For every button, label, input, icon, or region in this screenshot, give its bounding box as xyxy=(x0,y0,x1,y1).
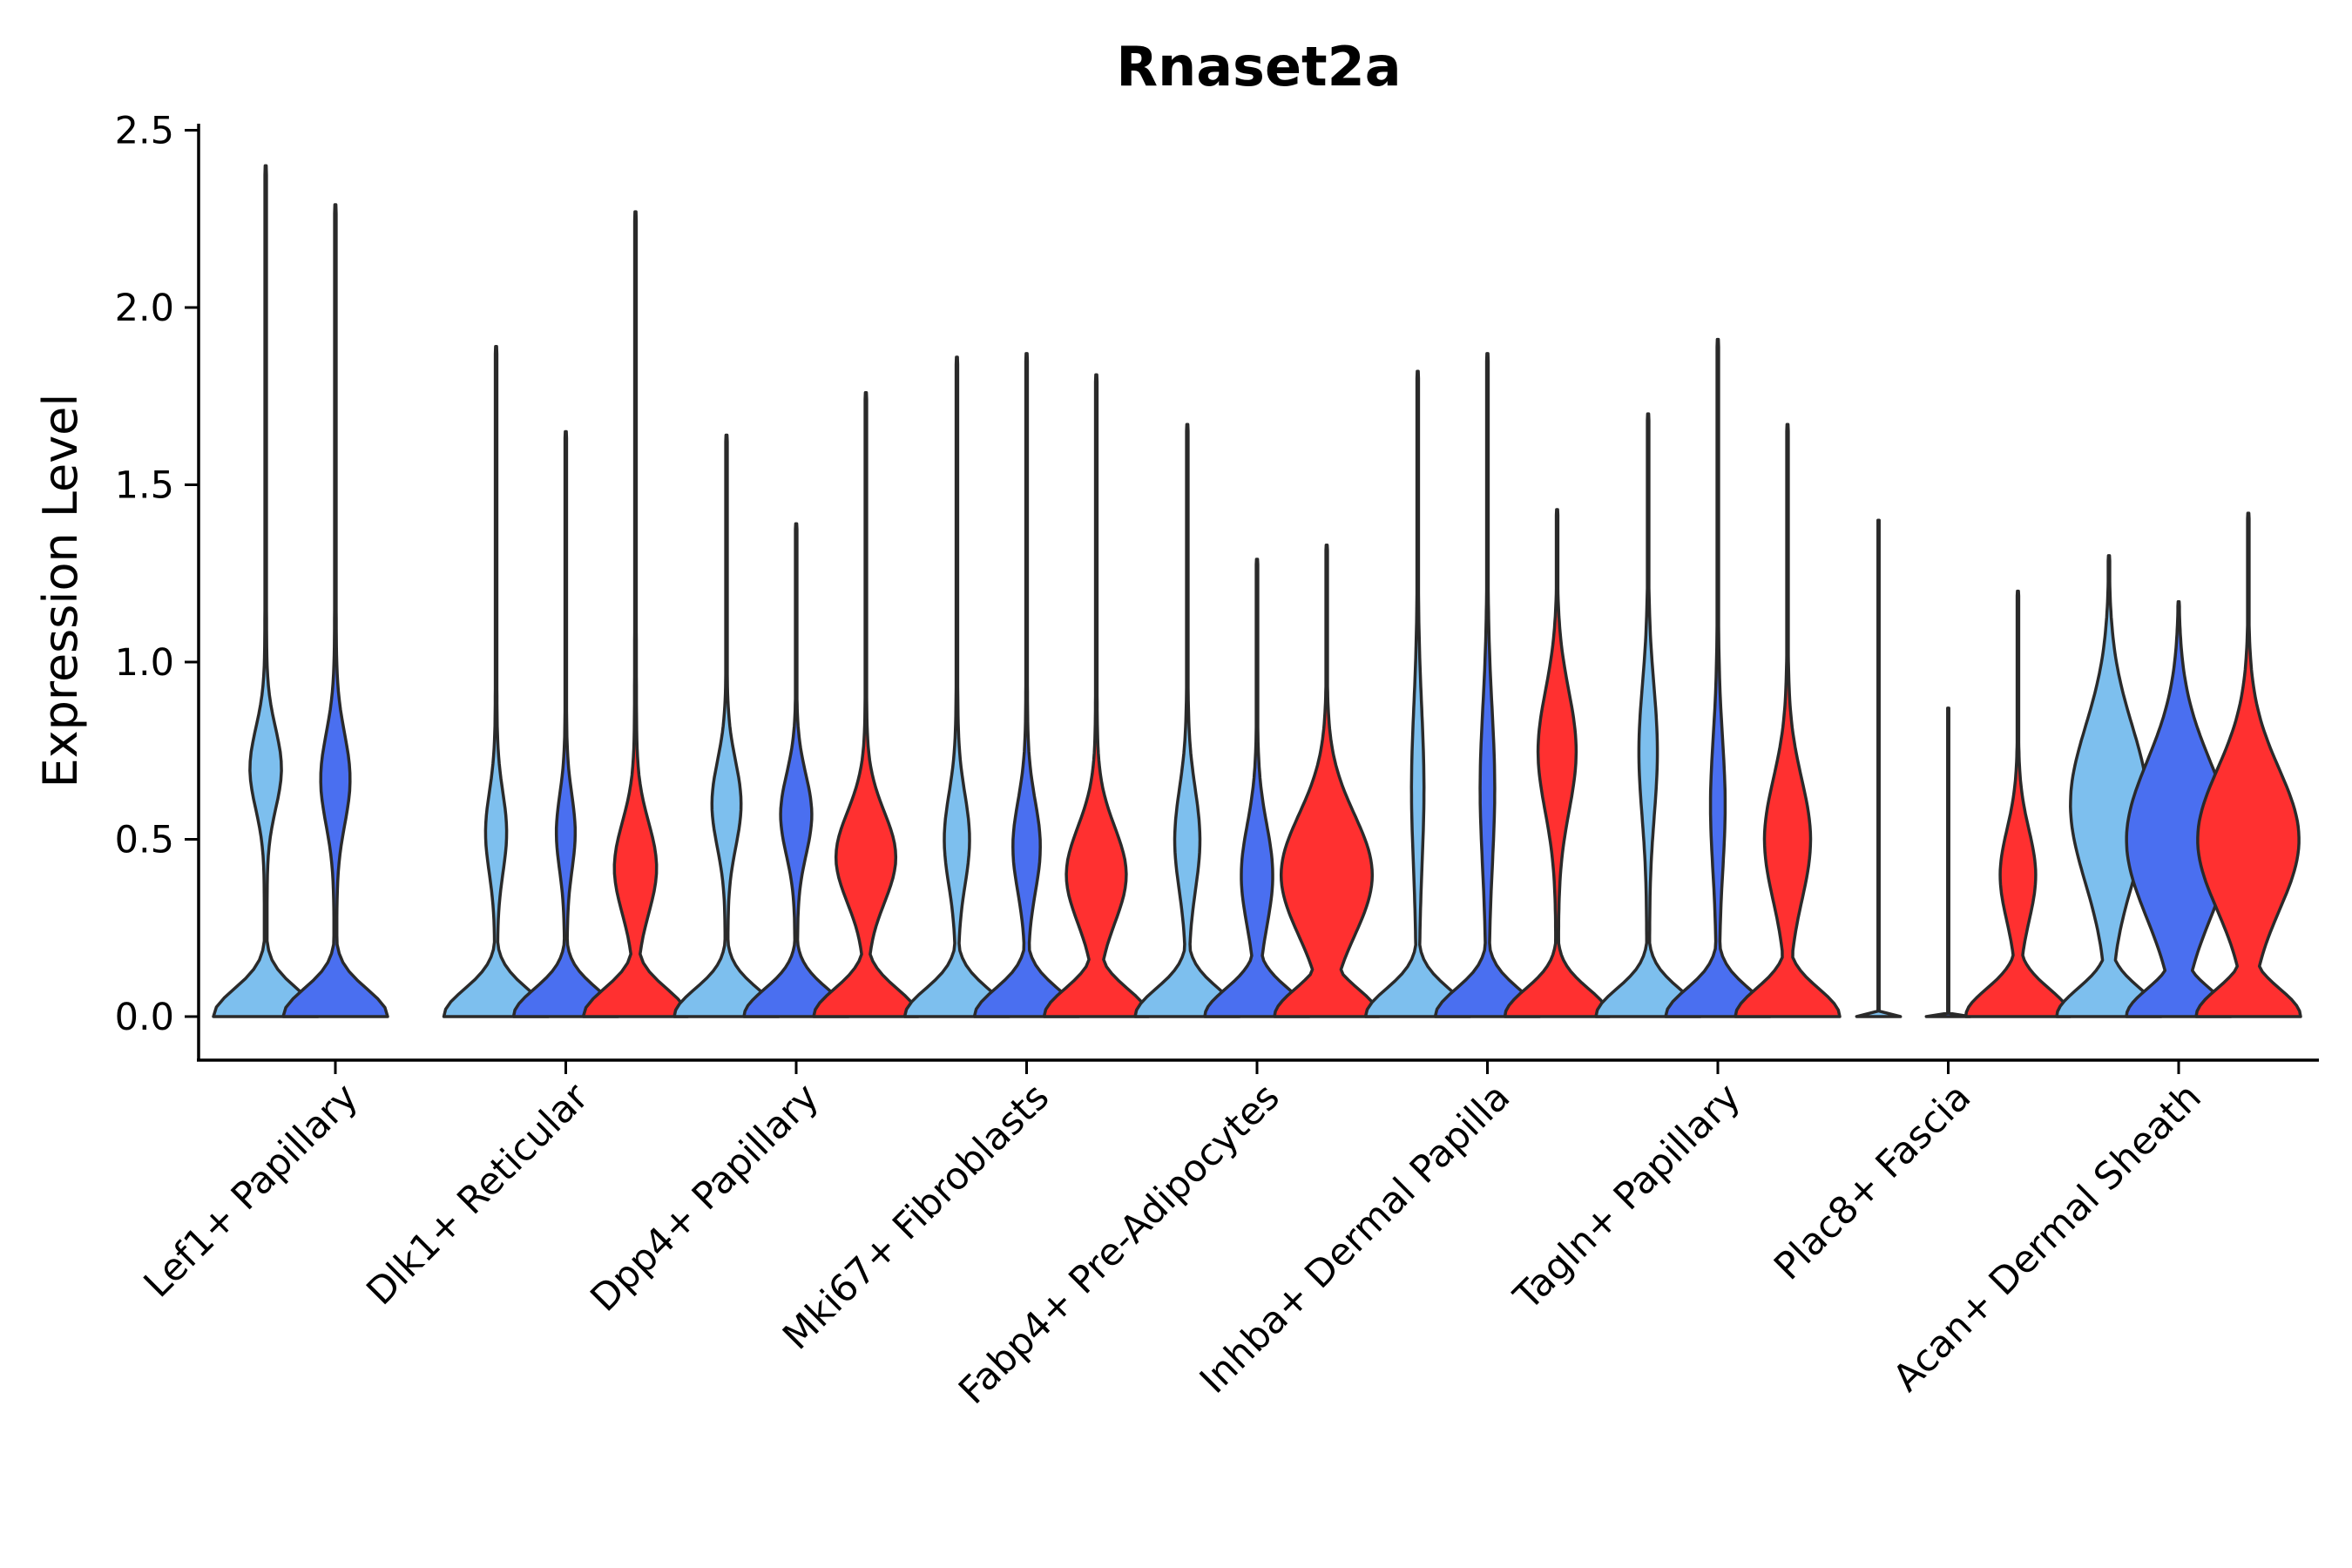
violin-group-2 xyxy=(742,522,850,1018)
violin-group-1 xyxy=(1594,412,1702,1018)
x-tick-label: Tagln+ Papillary xyxy=(1505,1075,1749,1319)
violin-group-3 xyxy=(1503,508,1612,1018)
y-tick-label: 1.0 xyxy=(115,641,174,685)
x-tick-label: Dlk1+ Reticular xyxy=(359,1075,598,1314)
violin-group-2 xyxy=(1433,352,1542,1018)
violin-group-3 xyxy=(1963,589,2072,1018)
violin-group-3 xyxy=(2194,511,2302,1018)
violin-group-2 xyxy=(511,429,620,1018)
violin-group-3 xyxy=(1734,422,1842,1018)
violin-group-3 xyxy=(1042,373,1151,1018)
x-tick-label: Lef1+ Papillary xyxy=(136,1075,367,1306)
violin-group-2 xyxy=(1664,337,1772,1018)
violin-group-2 xyxy=(1203,558,1311,1018)
x-tick-label: Plac8+ Fascia xyxy=(1766,1075,1979,1288)
violin-group-3 xyxy=(812,390,920,1018)
violin-group-3 xyxy=(581,210,690,1018)
y-tick-label: 0.0 xyxy=(115,996,174,1039)
y-tick-label: 2.0 xyxy=(115,287,174,330)
violin-group-1 xyxy=(1363,369,1472,1018)
y-tick-label: 1.5 xyxy=(115,464,174,508)
violin-group-2 xyxy=(972,352,1081,1018)
x-tick-label: Mki67+ Fibroblasts xyxy=(774,1075,1058,1358)
violin-group-1 xyxy=(442,345,551,1018)
y-tick-label: 2.5 xyxy=(115,110,174,153)
chart-title: Rnaset2a xyxy=(1116,35,1401,98)
y-tick-label: 0.5 xyxy=(115,819,174,862)
violin-group-1 xyxy=(902,355,1011,1018)
y-axis-label: Expression Level xyxy=(33,394,88,788)
x-tick-label: Dpp4+ Papillary xyxy=(583,1075,828,1320)
violin-group-3 xyxy=(1273,543,1381,1018)
violin-group-1 xyxy=(212,164,320,1018)
violin-group-1 xyxy=(1133,422,1241,1018)
y-ticks: 0.0 0.5 1.0 1.5 2.0 2.5 xyxy=(115,110,199,1039)
violin-group-2 xyxy=(1924,706,1972,1018)
violin-group-1 xyxy=(1855,518,1903,1018)
violin-group-2 xyxy=(281,203,389,1018)
violins-layer xyxy=(212,164,2302,1018)
violin-group-1 xyxy=(672,433,781,1018)
